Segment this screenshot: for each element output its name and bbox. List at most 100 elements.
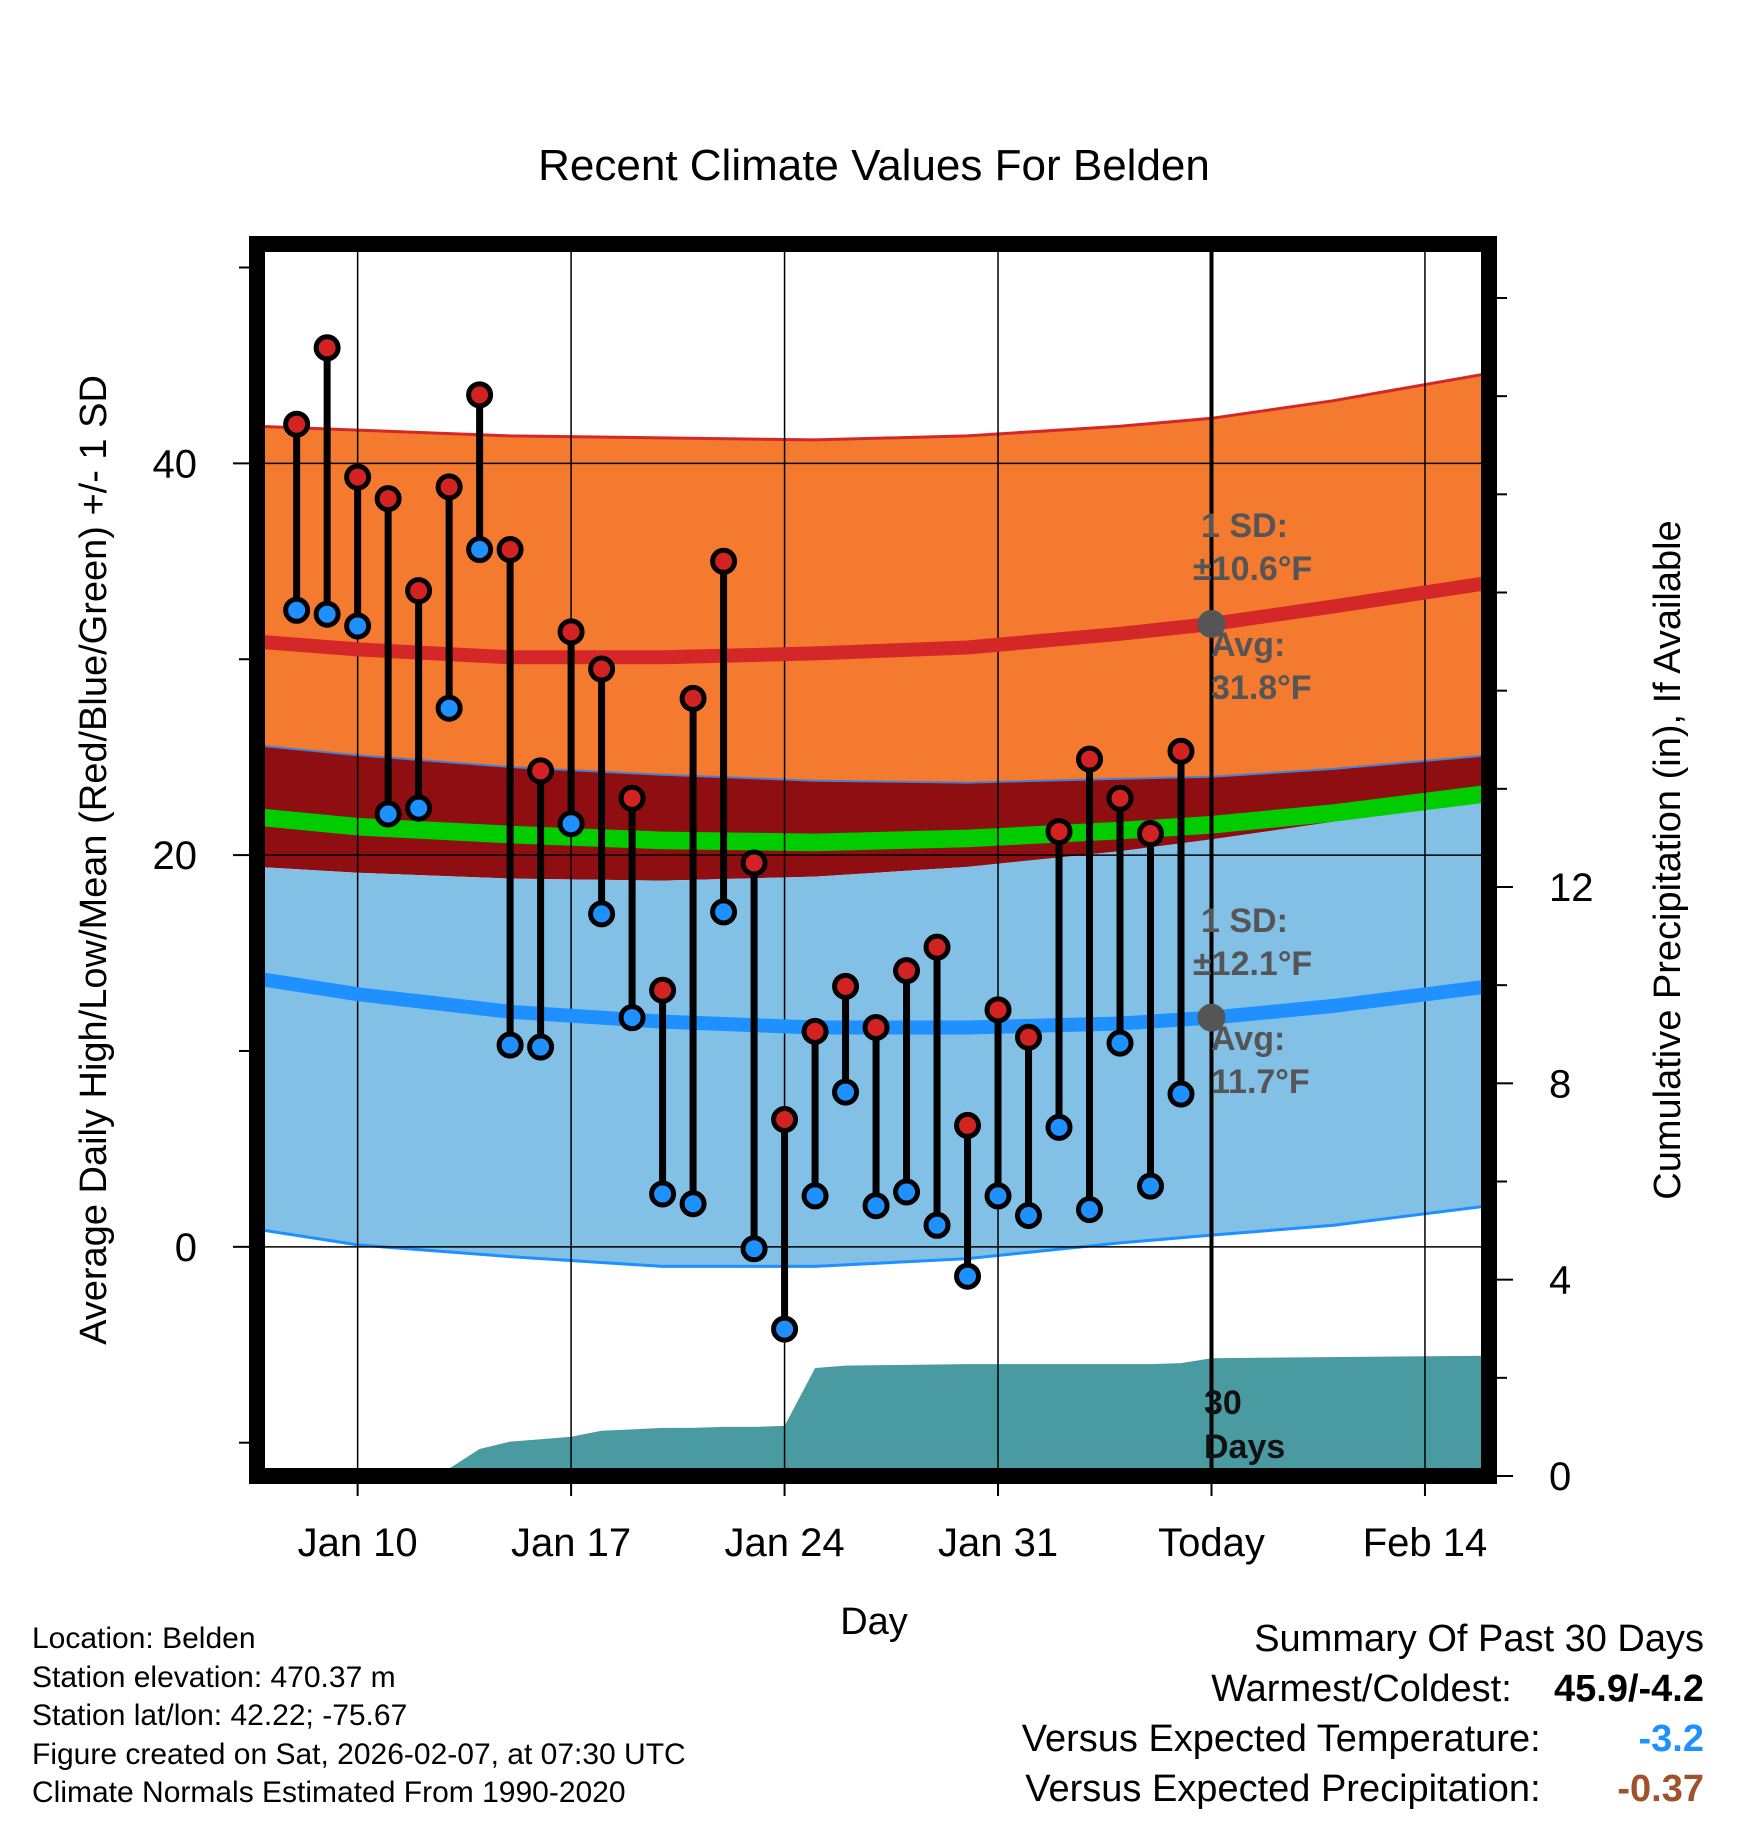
annotations: 1 SD: ±10.6°F Avg: 31.8°F 1 SD: ±12.1°F … [1193,507,1312,1466]
daily-high-point [496,536,524,564]
daily-high-point [435,473,463,501]
daily-high-point [466,381,494,409]
low-normal-line [257,971,1489,1035]
info-normals: Climate Normals Estimated From 1990-2020 [32,1776,626,1809]
summary-panel: Summary Of Past 30 Days Warmest/Coldest:… [1022,1614,1704,1814]
daily-low-point [435,694,463,722]
daily-high-point [1137,820,1165,848]
plot-frame [249,236,1497,1484]
high-sd-band [257,373,1489,783]
daily-low-point [1137,1172,1165,1200]
daily-low-point [313,600,341,628]
daily-high-point [679,684,707,712]
daily-high-point [832,972,860,1000]
high-avg-label: Avg: [1211,626,1285,664]
daily-low-point [923,1211,951,1239]
window-label-line1: 30 [1204,1384,1242,1422]
daily-low-point [374,800,402,828]
precip-anomaly-label: Versus Expected Precipitation: [1025,1768,1541,1810]
warmest-coldest-label: Warmest/Coldest: [1211,1668,1512,1710]
daily-high-point [374,485,402,513]
high-normal-line [257,575,1489,665]
daily-low-point [740,1235,768,1263]
daily-high-point [588,655,616,683]
x-tick-label: Jan 17 [511,1521,631,1565]
daily-low-point [1167,1080,1195,1108]
daily-high-point [862,1013,890,1041]
low-sd-label: 1 SD: [1201,902,1288,940]
y-left-tick-label: 40 [153,442,198,486]
daily-low-point [496,1031,524,1059]
daily-high-point [984,996,1012,1024]
daily-high-point [1015,1023,1043,1051]
warmest-coldest-value: 45.9/-4.2 [1554,1668,1704,1710]
daily-high-point [771,1106,799,1134]
daily-high-point [710,547,738,575]
high-sd-label: 1 SD: [1201,507,1288,545]
axes: Jan 10 Jan 17 Jan 24 Jan 31 Today Feb 1402040… [153,266,1594,1565]
daily-low-point [1106,1029,1134,1057]
daily-low-point [1076,1196,1104,1224]
x-tick-label: Jan 10 [298,1521,418,1565]
y-left-tick-label: 0 [175,1226,197,1270]
station-info: Location: Belden Station elevation: 470.… [32,1620,686,1813]
summary-warmest-coldest-row: Warmest/Coldest: 45.9/-4.2 [1022,1664,1704,1714]
daily-high-point [740,849,768,877]
temp-anomaly-label: Versus Expected Temperature: [1021,1718,1541,1760]
normal-lines [257,575,1489,1035]
low-avg-value: 11.7°F [1211,1063,1310,1101]
daily-low-point [862,1192,890,1220]
chart-title: Recent Climate Values For Belden [538,141,1210,190]
daily-low-point [466,536,494,564]
low-sd-value: ±12.1°F [1193,945,1312,983]
info-created: Figure created on Sat, 2026-02-07, at 07… [32,1737,686,1771]
daily-high-point [893,957,921,985]
info-latlon: Station lat/lon: 42.22; -75.67 [32,1699,408,1732]
daily-low-point [832,1078,860,1106]
low-lower-edge [257,1204,1489,1268]
y-axis-label-right: Cumulative Precipitation (in), If Availa… [1647,520,1689,1199]
daily-low-point [679,1190,707,1218]
y-left-tick-label: 20 [153,834,198,878]
daily-high-point [313,334,341,362]
daily-high-point [923,933,951,961]
daily-low-point [1015,1201,1043,1229]
summary-temp-row: Versus Expected Temperature: -3.2 [1022,1714,1704,1764]
daily-high-point [283,410,311,438]
x-tick-label: Feb 14 [1363,1521,1488,1565]
daily-low-point [527,1033,555,1061]
temp-anomaly-value: -3.2 [1638,1718,1704,1760]
precip-anomaly-value: -0.37 [1617,1768,1704,1810]
info-location: Location: Belden [32,1622,256,1655]
daily-low-point [710,898,738,926]
daily-high-point [527,757,555,785]
daily-low-point [557,810,585,838]
window-label-line2: Days [1204,1428,1285,1466]
daily-low-point [588,900,616,928]
low-avg-marker [1197,1003,1226,1032]
info-elevation: Station elevation: 470.37 m [32,1660,396,1694]
daily-high-point [801,1017,829,1045]
precip-area [257,1355,1489,1476]
daily-high-point [649,976,677,1004]
high-lower-edge [257,744,1489,784]
daily-low-point [283,596,311,624]
x-tick-label: Today [1158,1521,1265,1565]
precip-cumulative-area [257,1355,1489,1476]
daily-low-point [405,794,433,822]
summary-precip-row: Versus Expected Precipitation: -0.37 [1022,1764,1704,1814]
daily-high-point [557,618,585,646]
y-right-tick-label: 4 [1549,1259,1571,1303]
y-right-tick-label: 8 [1549,1062,1571,1106]
daily-low-point [1045,1113,1073,1141]
daily-high-point [405,577,433,605]
daily-low-point [801,1182,829,1210]
daily-high-point [1076,745,1104,773]
daily-high-point [618,784,646,812]
daily-low-point [344,612,372,640]
daily-high-point [954,1111,982,1139]
high-upper-edge [257,371,1489,442]
y-axis-label-left: Average Daily High/Low/Mean (Red/Blue/Gr… [73,375,115,1345]
daily-low-point [954,1262,982,1290]
daily-low-point [893,1178,921,1206]
